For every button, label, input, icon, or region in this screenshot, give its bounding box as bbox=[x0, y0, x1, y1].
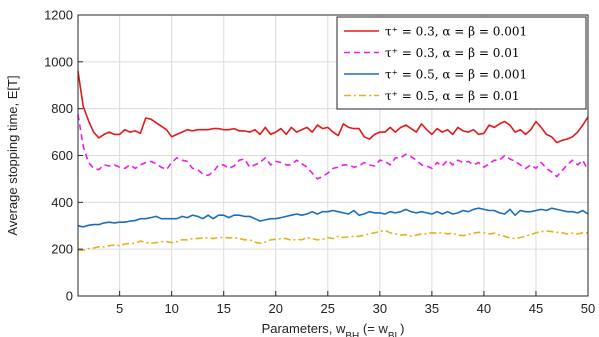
legend: τ⁺ = 0.3, α = β = 0.001 τ⁺ = 0.3, α = β =… bbox=[336, 16, 587, 110]
x-tick-label: 5 bbox=[116, 301, 123, 316]
y-tick-label: 1000 bbox=[44, 54, 73, 69]
y-tick-label: 600 bbox=[51, 148, 73, 163]
x-tick-label: 45 bbox=[529, 301, 543, 316]
x-tick-label: 50 bbox=[581, 301, 595, 316]
y-axis-ticks: 0 200 400 600 800 1000 1200 bbox=[44, 8, 83, 304]
y-axis-label: Average stopping time, E[T] bbox=[5, 75, 20, 235]
series-line-1 bbox=[77, 71, 589, 144]
series-lines bbox=[77, 71, 589, 252]
legend-label-2: τ⁺ = 0.3, α = β = 0.01 bbox=[385, 46, 520, 60]
legend-label-1: τ⁺ = 0.3, α = β = 0.001 bbox=[385, 25, 527, 39]
x-axis-ticks: 5 10 15 20 25 30 35 40 45 50 bbox=[116, 291, 595, 316]
x-tick-label: 35 bbox=[425, 301, 439, 316]
x-tick-label: 40 bbox=[477, 301, 491, 316]
x-tick-label: 15 bbox=[216, 301, 230, 316]
legend-label-3: τ⁺ = 0.5, α = β = 0.001 bbox=[385, 68, 527, 82]
legend-label-4: τ⁺ = 0.5, α = β = 0.01 bbox=[385, 89, 520, 103]
y-tick-label: 1200 bbox=[44, 8, 73, 23]
series-line-2 bbox=[77, 114, 589, 180]
y-tick-label: 800 bbox=[51, 101, 73, 116]
y-tick-label: 0 bbox=[66, 289, 73, 304]
y-tick-label: 200 bbox=[51, 242, 73, 257]
x-tick-label: 25 bbox=[321, 301, 335, 316]
series-line-3 bbox=[77, 207, 589, 228]
x-tick-label: 10 bbox=[164, 301, 178, 316]
series-line-4 bbox=[78, 229, 588, 252]
y-tick-label: 400 bbox=[51, 195, 73, 210]
x-tick-label: 20 bbox=[269, 301, 283, 316]
x-axis-label: Parameters, wBH (= wBL) bbox=[262, 321, 405, 337]
legend-box bbox=[336, 16, 587, 110]
x-tick-label: 30 bbox=[373, 301, 387, 316]
